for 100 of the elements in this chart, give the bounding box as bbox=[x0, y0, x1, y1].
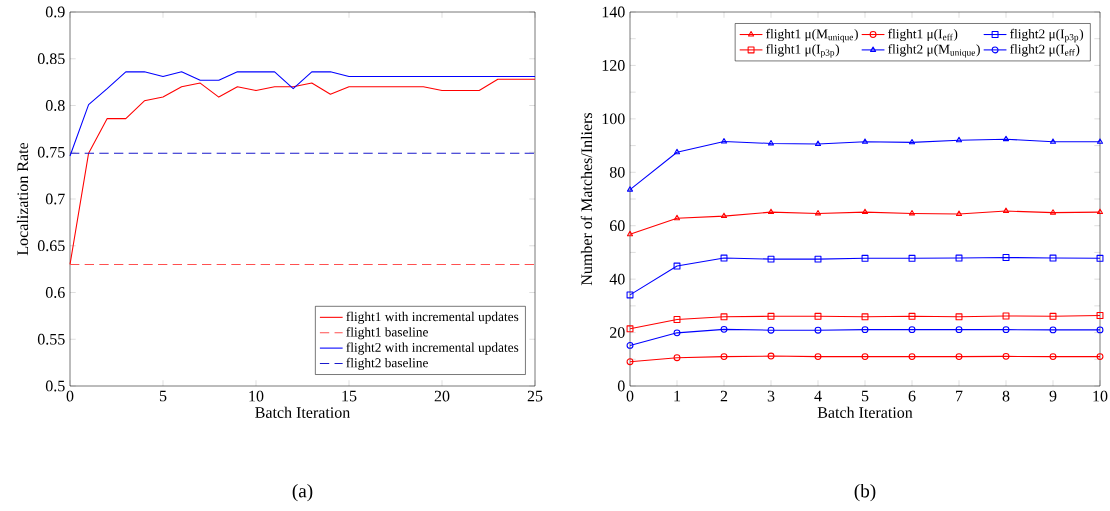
text: (a) bbox=[292, 483, 313, 502]
point bbox=[673, 316, 681, 323]
point bbox=[955, 210, 963, 216]
point bbox=[814, 140, 822, 146]
y-tick-label: 100 bbox=[602, 113, 625, 125]
point bbox=[720, 254, 728, 262]
point bbox=[1002, 135, 1010, 142]
x-axis-title: Batch Iteration bbox=[817, 406, 913, 418]
point bbox=[908, 312, 916, 320]
point bbox=[814, 353, 822, 361]
point bbox=[767, 255, 775, 263]
x-tick-label: 3 bbox=[767, 390, 775, 402]
point bbox=[1049, 254, 1057, 262]
point bbox=[767, 208, 775, 215]
x-tick-label: 5 bbox=[159, 390, 167, 402]
point bbox=[955, 353, 963, 361]
y-axis-title: Localization Rate bbox=[16, 142, 29, 256]
y-tick-label: 0.55 bbox=[37, 333, 65, 345]
y-tick-label: 0.6 bbox=[45, 287, 65, 298]
y-tick-label: 20 bbox=[610, 327, 625, 338]
y-tick-label: 60 bbox=[609, 220, 625, 232]
point bbox=[908, 138, 916, 145]
y-tick-label: 0.8 bbox=[45, 100, 65, 111]
point bbox=[861, 254, 869, 262]
x-tick-label: 10 bbox=[1093, 390, 1108, 402]
point bbox=[814, 326, 822, 334]
y-tick-label: 0.7 bbox=[45, 193, 65, 205]
y-tick-label: 0.85 bbox=[37, 53, 65, 65]
legend-label: flight2 baseline bbox=[346, 357, 428, 371]
point bbox=[673, 148, 681, 155]
point bbox=[767, 312, 775, 320]
point bbox=[1002, 326, 1010, 334]
x-tick-label: 15 bbox=[342, 390, 357, 402]
point bbox=[1049, 312, 1057, 320]
point bbox=[1002, 312, 1010, 320]
y-axis-title: Number of Matches/Inliers bbox=[580, 112, 593, 286]
point bbox=[861, 208, 869, 215]
x-tick-label: 6 bbox=[908, 390, 916, 402]
x-tick-label: 5 bbox=[861, 390, 869, 402]
y-tick-label: 0.75 bbox=[37, 146, 65, 158]
point bbox=[626, 325, 634, 333]
point bbox=[720, 353, 728, 361]
y-tick-label: 80 bbox=[609, 166, 625, 178]
legend-label: flight2 μ(I$_{p3p}$) bbox=[1010, 28, 1084, 43]
legend-label: flight1 μ(M$_{unique}$) bbox=[766, 28, 858, 43]
point bbox=[1002, 352, 1010, 360]
point bbox=[814, 312, 822, 320]
point bbox=[1096, 312, 1104, 319]
x-tick-label: 2 bbox=[720, 390, 728, 402]
point bbox=[720, 325, 728, 333]
legend-label: flight1 μ(I$_{p3p}$) bbox=[766, 44, 840, 58]
legend-label: flight2 with incremental updates bbox=[346, 342, 519, 355]
text: (b) bbox=[854, 483, 876, 502]
x-tick-label: 8 bbox=[1002, 390, 1010, 402]
x-tick-label: 10 bbox=[249, 390, 264, 402]
point bbox=[720, 313, 728, 321]
point bbox=[814, 255, 822, 263]
point bbox=[720, 138, 728, 144]
legend-label: flight2 μ(I$_{eff}$) bbox=[1010, 44, 1080, 57]
point bbox=[955, 313, 963, 321]
y-tick-label: 0 bbox=[617, 380, 625, 392]
legend-label: flight2 μ(M$_{unique}$) bbox=[888, 44, 980, 58]
x-tick-label: 4 bbox=[814, 390, 822, 402]
point bbox=[1049, 209, 1057, 215]
x-tick-label: 25 bbox=[527, 390, 543, 402]
point bbox=[908, 209, 916, 216]
point bbox=[673, 214, 681, 221]
point bbox=[673, 262, 681, 270]
y-tick-label: 120 bbox=[602, 60, 625, 71]
point bbox=[767, 326, 775, 334]
point bbox=[720, 212, 728, 219]
y-tick-label: 0.65 bbox=[37, 240, 65, 252]
x-tick-label: 9 bbox=[1049, 390, 1057, 402]
y-tick-label: 0.5 bbox=[45, 380, 65, 392]
x-tick-label: 0 bbox=[66, 390, 74, 402]
y-tick-label: 0.9 bbox=[45, 6, 65, 18]
point bbox=[673, 329, 681, 337]
legend-label: flight1 baseline bbox=[346, 327, 428, 340]
point bbox=[1002, 207, 1010, 214]
point bbox=[861, 313, 869, 321]
point bbox=[767, 352, 775, 360]
x-tick-label: 0 bbox=[626, 390, 634, 402]
x-axis-title: Batch Iteration bbox=[255, 406, 351, 418]
point bbox=[955, 254, 963, 262]
x-tick-label: 20 bbox=[434, 390, 450, 402]
point bbox=[861, 326, 869, 334]
legend-label: flight1 with incremental updates bbox=[346, 311, 519, 324]
y-tick-label: 140 bbox=[602, 6, 625, 18]
point bbox=[673, 354, 681, 362]
point bbox=[955, 326, 963, 334]
point bbox=[908, 254, 916, 262]
x-tick-label: 1 bbox=[674, 390, 681, 402]
point bbox=[861, 353, 869, 361]
point bbox=[908, 326, 916, 334]
y-tick-label: 40 bbox=[609, 273, 625, 285]
point bbox=[1049, 353, 1057, 361]
x-tick-label: 7 bbox=[956, 390, 963, 402]
point bbox=[1002, 254, 1010, 261]
point bbox=[767, 139, 775, 146]
legend-label: flight1 μ(I$_{eff}$) bbox=[888, 28, 958, 42]
